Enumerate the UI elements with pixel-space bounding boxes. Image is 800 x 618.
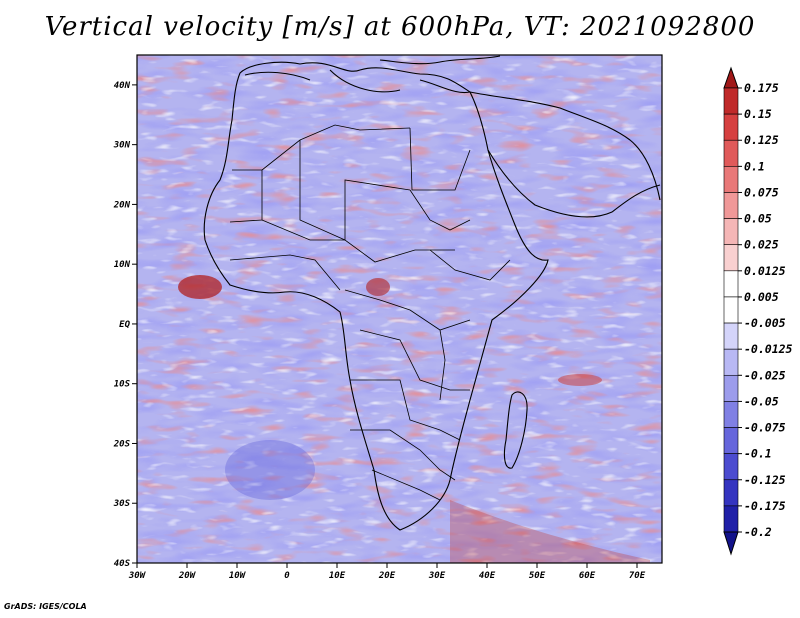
lat-tick-label: 30S — [113, 499, 131, 509]
colorbar-min-arrow — [723, 531, 739, 556]
lat-tick-label: 40S — [114, 559, 131, 569]
colorbar-label: -0.0125 — [744, 342, 793, 356]
latitude-axis: 40N 30N 20N 10N EQ 10S 20S 30S 40S — [113, 81, 137, 569]
longitude-axis: 30W 20W 10W 0 10E 20E 30E 40E 50E 60E 70E — [128, 563, 646, 581]
colorbar-segment — [723, 270, 739, 298]
map-title: Vertical velocity [m/s] at 600hPa, VT: 2… — [44, 12, 756, 42]
colorbar-segment — [723, 139, 739, 167]
colorbar-label: -0.05 — [744, 394, 779, 408]
colorbar-max-arrow — [723, 66, 739, 89]
colorbar-label: -0.175 — [744, 499, 786, 513]
lon-tick-label: 50E — [529, 571, 546, 581]
colorbar-label: 0.175 — [744, 81, 779, 95]
colorbar-label: 0.15 — [744, 107, 772, 121]
lon-tick-label: 30E — [428, 571, 446, 581]
colorbar: 0.175 0.15 0.125 0.1 0.075 0.05 0.025 0.0125 0.0… — [723, 66, 793, 556]
colorbar-label: -0.1 — [744, 447, 772, 461]
colorbar-segment — [723, 401, 739, 428]
colorbar-segment — [723, 192, 739, 219]
colorbar-label: 0.05 — [744, 212, 772, 226]
lat-tick-label: 20N — [113, 200, 131, 210]
colorbar-segment — [723, 348, 739, 376]
colorbar-segment — [723, 453, 739, 481]
lat-tick-label: 10S — [114, 380, 131, 390]
plot-frame — [136, 54, 663, 564]
coastline — [203, 55, 661, 531]
lon-tick-label: 30W — [128, 571, 147, 581]
lon-tick-label: 20W — [178, 571, 197, 581]
colorbar-segment — [723, 479, 739, 507]
colorbar-label: -0.005 — [744, 316, 786, 330]
colorbar-label: 0.0125 — [744, 264, 786, 278]
software-credit: GrADS: IGES/COLA — [4, 602, 87, 611]
colorbar-segment — [723, 322, 739, 350]
lon-tick-label: 10E — [329, 571, 346, 581]
lon-tick-label: 20E — [378, 571, 396, 581]
colorbar-label: 0.005 — [744, 290, 779, 304]
lon-tick-label: 70E — [629, 571, 646, 581]
lon-tick-label: 10W — [229, 571, 247, 581]
lat-tick-label: 40N — [114, 81, 131, 91]
colorbar-label: 0.1 — [744, 159, 765, 173]
colorbar-label: 0.075 — [744, 185, 779, 199]
lat-tick-label: 30N — [113, 141, 131, 151]
colorbar-segment — [723, 113, 739, 141]
colorbar-segment — [723, 218, 739, 246]
lat-tick-label: EQ — [119, 320, 130, 330]
lon-tick-label: 40E — [479, 571, 496, 581]
colorbar-label: -0.025 — [744, 368, 786, 382]
colorbar-segment — [723, 244, 739, 272]
colorbar-segment — [723, 296, 739, 324]
lat-tick-label: 10N — [114, 260, 131, 270]
lon-tick-label: 60E — [579, 571, 596, 581]
colorbar-label: 0.025 — [744, 238, 779, 252]
colorbar-segment — [723, 87, 739, 115]
colorbar-label: -0.125 — [744, 473, 786, 487]
lat-tick-label: 20S — [113, 439, 131, 449]
country-borders — [229, 124, 511, 501]
lon-tick-label: 0 — [284, 571, 290, 581]
colorbar-segment — [723, 505, 739, 533]
colorbar-label: 0.125 — [744, 133, 779, 147]
colorbar-segment — [723, 166, 739, 193]
colorbar-segment — [723, 374, 739, 402]
velocity-field — [137, 55, 662, 563]
colorbar-label: -0.075 — [744, 421, 786, 435]
colorbar-segment — [723, 427, 739, 454]
colorbar-label: -0.2 — [744, 525, 772, 539]
